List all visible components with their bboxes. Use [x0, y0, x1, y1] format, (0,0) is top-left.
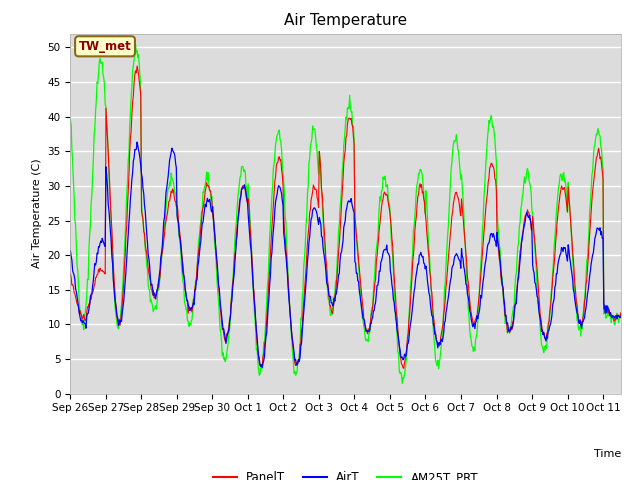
PanelT — [400, 365, 408, 371]
AM25T_PRT — [463, 278, 470, 284]
Y-axis label: Air Temperature (C): Air Temperature (C) — [32, 159, 42, 268]
Line: AM25T_PRT: AM25T_PRT — [70, 45, 621, 384]
PanelT — [68, 282, 76, 288]
AM25T_PRT — [399, 381, 406, 386]
PanelT — [463, 260, 470, 266]
AirT — [463, 282, 470, 288]
AM25T_PRT — [67, 117, 74, 123]
AirT — [133, 139, 141, 145]
PanelT — [617, 310, 625, 316]
Title: Air Temperature: Air Temperature — [284, 13, 407, 28]
AM25T_PRT — [476, 272, 484, 277]
AirT — [145, 252, 152, 257]
AM25T_PRT — [68, 158, 76, 164]
AirT — [259, 364, 266, 370]
AirT — [67, 248, 74, 253]
PanelT — [302, 267, 310, 273]
Text: TW_met: TW_met — [79, 40, 131, 53]
PanelT — [476, 281, 484, 287]
AirT — [324, 282, 332, 288]
AirT — [476, 302, 484, 308]
AM25T_PRT — [617, 310, 625, 316]
Legend: PanelT, AirT, AM25T_PRT: PanelT, AirT, AM25T_PRT — [209, 466, 483, 480]
AM25T_PRT — [132, 42, 140, 48]
AirT — [303, 270, 310, 276]
AM25T_PRT — [323, 280, 330, 286]
AirT — [617, 314, 625, 320]
PanelT — [323, 264, 330, 269]
Line: PanelT: PanelT — [70, 66, 621, 368]
Line: AirT: AirT — [70, 142, 621, 367]
AM25T_PRT — [145, 282, 152, 288]
PanelT — [145, 265, 152, 271]
PanelT — [67, 271, 74, 277]
PanelT — [133, 63, 141, 69]
AirT — [68, 268, 76, 274]
Text: Time: Time — [593, 449, 621, 459]
AM25T_PRT — [302, 223, 310, 228]
